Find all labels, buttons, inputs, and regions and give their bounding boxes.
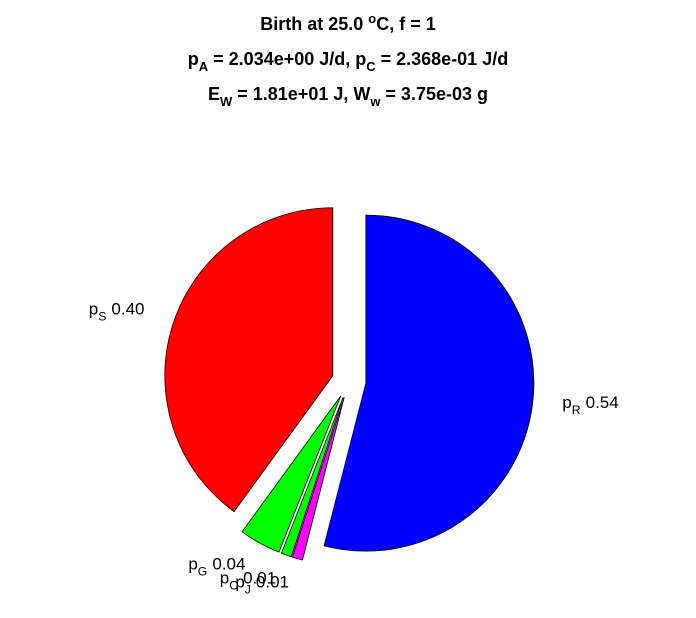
text-run: p bbox=[188, 49, 199, 69]
pie-slice bbox=[280, 396, 344, 558]
value-label: 0.04 bbox=[212, 554, 245, 573]
subscript: w bbox=[369, 94, 381, 109]
subscript: G bbox=[198, 564, 208, 578]
pie-slice bbox=[323, 214, 535, 552]
text-run: p bbox=[188, 554, 197, 573]
text-run: = 2.368e-01 J/d bbox=[376, 49, 509, 69]
text-run: = 1.81e+01 J, W bbox=[232, 84, 370, 104]
subscript: R bbox=[572, 403, 581, 417]
text-run: = 3.75e-03 g bbox=[380, 84, 488, 104]
value-label: 0.01 bbox=[256, 572, 289, 591]
subscript: C bbox=[229, 578, 238, 592]
subscript: W bbox=[220, 94, 233, 109]
subscript: A bbox=[199, 59, 209, 74]
text-run: p bbox=[220, 568, 229, 587]
title-line: Birth at 25.0 oC, f = 1 bbox=[260, 11, 436, 34]
text-run: = 2.034e+00 J/d, p bbox=[208, 49, 366, 69]
value-label: 0.54 bbox=[586, 393, 619, 412]
slice-label: pG 0.04 bbox=[188, 554, 245, 578]
title-line: EW = 1.81e+01 J, Ww = 3.75e-03 g bbox=[208, 84, 488, 109]
title-line: pA = 2.034e+00 J/d, pC = 2.368e-01 J/d bbox=[188, 49, 508, 74]
value-label: 0.01 bbox=[243, 568, 276, 587]
text-run: p bbox=[89, 300, 98, 319]
text-run: C, f = 1 bbox=[376, 14, 436, 34]
text-run: p bbox=[235, 572, 244, 591]
pie-slice bbox=[241, 395, 342, 553]
text-run: E bbox=[208, 84, 220, 104]
slice-label: pC 0.01 bbox=[220, 568, 276, 592]
slice-label: pR 0.54 bbox=[562, 393, 618, 417]
subscript: S bbox=[98, 310, 106, 324]
pie-slice bbox=[291, 397, 345, 561]
slice-label: pJ 0.01 bbox=[235, 572, 289, 596]
subscript: J bbox=[245, 582, 251, 596]
chart-title: Birth at 25.0 oC, f = 1 pA = 2.034e+00 J/… bbox=[188, 11, 508, 109]
slice-label: pS 0.40 bbox=[89, 300, 145, 324]
text-run: Birth at 25.0 bbox=[260, 14, 368, 34]
pie bbox=[164, 207, 535, 561]
subscript: C bbox=[366, 59, 375, 74]
value-label: 0.40 bbox=[111, 300, 144, 319]
text-run: p bbox=[562, 393, 571, 412]
pie-slice bbox=[164, 207, 334, 513]
supscript: o bbox=[368, 11, 376, 26]
